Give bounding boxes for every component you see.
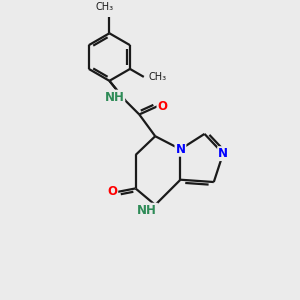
Text: CH₃: CH₃ — [148, 72, 166, 82]
Text: CH₃: CH₃ — [96, 2, 114, 12]
Text: N: N — [176, 143, 185, 156]
Text: O: O — [158, 100, 167, 113]
Text: NH: NH — [104, 91, 124, 103]
Text: NH: NH — [137, 204, 157, 217]
Text: O: O — [107, 185, 117, 198]
Text: N: N — [218, 147, 228, 160]
